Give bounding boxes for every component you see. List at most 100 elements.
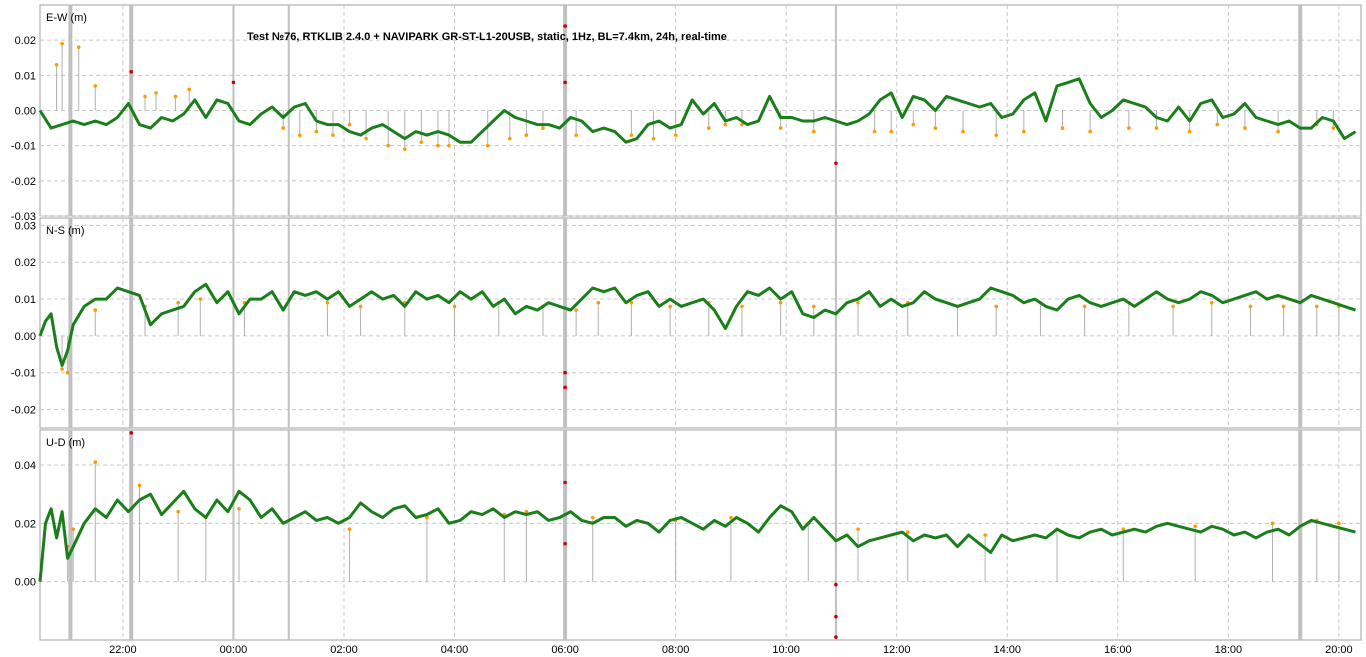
y-tick-label: 0.04 bbox=[15, 460, 36, 472]
float-point bbox=[1082, 304, 1087, 309]
x-tick-label: 20:00 bbox=[1325, 644, 1353, 656]
float-point bbox=[176, 300, 180, 305]
float-point bbox=[596, 300, 601, 305]
float-point bbox=[994, 304, 999, 309]
float-point bbox=[93, 84, 98, 88]
float-point bbox=[740, 122, 744, 127]
single-point bbox=[129, 431, 133, 435]
single-point bbox=[563, 541, 567, 546]
float-point bbox=[447, 143, 451, 148]
float-point bbox=[1215, 122, 1220, 127]
float-point bbox=[452, 304, 457, 309]
float-point bbox=[933, 126, 938, 130]
chart-title: Test №76, RTKLIB 2.4.0 + NAVIPARK GR-ST-… bbox=[247, 31, 727, 43]
float-point bbox=[812, 304, 816, 309]
panel-frame bbox=[39, 217, 1362, 429]
float-point bbox=[668, 304, 672, 309]
fix-series-line bbox=[38, 282, 1356, 367]
float-point bbox=[237, 506, 241, 511]
float-point bbox=[65, 370, 70, 375]
float-point bbox=[358, 304, 363, 309]
float-point bbox=[325, 300, 330, 305]
float-point bbox=[1337, 521, 1341, 526]
float-point bbox=[872, 129, 877, 134]
float-point bbox=[1154, 126, 1159, 130]
single-point bbox=[563, 80, 567, 85]
float-point bbox=[198, 297, 203, 301]
float-point bbox=[1171, 304, 1175, 309]
y-tick-label: 0.02 bbox=[15, 257, 36, 269]
float-point bbox=[574, 308, 578, 312]
single-point bbox=[834, 614, 838, 619]
float-point bbox=[778, 126, 783, 130]
single-point bbox=[834, 635, 838, 639]
float-point bbox=[629, 300, 634, 305]
y-tick-label: -0.01 bbox=[11, 141, 36, 153]
y-tick-label: -0.01 bbox=[11, 368, 36, 380]
x-tick-label: 12:00 bbox=[883, 644, 911, 656]
x-tick-label: 04:00 bbox=[441, 644, 469, 656]
single-point bbox=[563, 385, 567, 390]
float-point bbox=[60, 41, 64, 46]
float-point bbox=[314, 129, 319, 134]
y-tick-label: 0.02 bbox=[15, 35, 36, 47]
panels-group: 0.020.010.00-0.01-0.02-0.03E-W (m)0.030.… bbox=[11, 4, 1362, 656]
float-point bbox=[347, 122, 352, 127]
float-point bbox=[524, 133, 529, 137]
float-point bbox=[1331, 126, 1336, 130]
float-point bbox=[961, 129, 965, 134]
float-point bbox=[983, 533, 987, 537]
y-tick-label: -0.02 bbox=[11, 405, 36, 417]
float-point bbox=[1314, 304, 1319, 309]
float-point bbox=[590, 515, 595, 520]
float-point bbox=[1270, 521, 1275, 526]
x-tick-label: 02:00 bbox=[330, 644, 358, 656]
float-point bbox=[778, 300, 783, 305]
x-tick-label: 16:00 bbox=[1104, 644, 1132, 656]
float-point bbox=[143, 94, 147, 99]
float-point bbox=[905, 530, 910, 534]
float-point bbox=[176, 509, 180, 514]
float-point bbox=[364, 136, 368, 141]
float-point bbox=[911, 122, 916, 127]
float-point bbox=[574, 133, 578, 137]
single-point bbox=[563, 480, 567, 485]
float-point bbox=[1248, 304, 1253, 309]
float-point bbox=[93, 308, 98, 312]
float-point bbox=[173, 94, 178, 99]
float-point bbox=[706, 126, 711, 130]
float-point bbox=[485, 143, 490, 148]
float-point bbox=[281, 126, 285, 130]
y-tick-label: -0.03 bbox=[11, 211, 36, 223]
single-point bbox=[834, 161, 838, 166]
y-tick-label: -0.02 bbox=[11, 176, 36, 188]
x-tick-label: 00:00 bbox=[220, 644, 248, 656]
float-point bbox=[723, 122, 728, 127]
fix-series-line bbox=[38, 489, 1356, 582]
x-tick-label: 06:00 bbox=[551, 644, 579, 656]
panel-label: N-S (m) bbox=[46, 225, 85, 237]
y-tick-label: 0.00 bbox=[15, 106, 36, 118]
float-point bbox=[137, 483, 142, 488]
float-point bbox=[419, 140, 424, 144]
float-point bbox=[402, 147, 407, 151]
float-point bbox=[856, 527, 860, 531]
float-point bbox=[1060, 126, 1065, 130]
float-point bbox=[994, 133, 999, 137]
panel-label: U-D (m) bbox=[46, 437, 85, 449]
x-tick-label: 18:00 bbox=[1215, 644, 1243, 656]
float-point bbox=[54, 62, 59, 67]
float-point bbox=[1187, 129, 1192, 134]
float-point bbox=[1243, 126, 1247, 130]
fix-series-line bbox=[38, 77, 1357, 144]
float-point bbox=[629, 133, 634, 137]
single-point bbox=[834, 582, 838, 587]
float-point bbox=[76, 45, 81, 49]
float-point bbox=[436, 143, 440, 148]
float-point bbox=[508, 136, 512, 141]
float-point bbox=[297, 133, 302, 137]
float-point bbox=[651, 136, 656, 141]
float-point bbox=[541, 126, 545, 130]
float-point bbox=[856, 300, 860, 305]
